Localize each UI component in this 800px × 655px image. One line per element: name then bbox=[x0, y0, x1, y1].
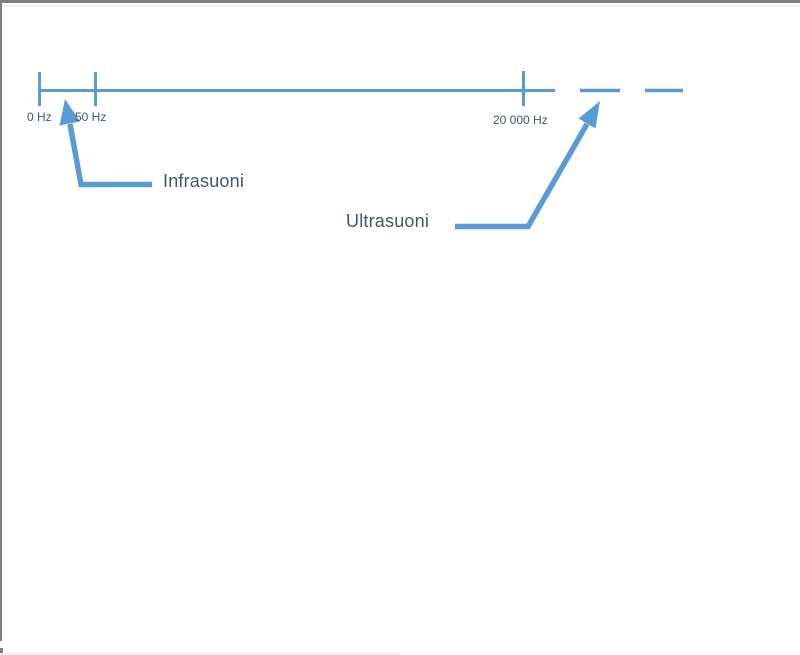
ultrasound-label: Ultrasuoni bbox=[346, 211, 430, 231]
tick-label-50hz: 50 Hz bbox=[75, 110, 107, 124]
canvas-top-hairline bbox=[0, 5, 800, 6]
arrowheads-group bbox=[59, 99, 600, 129]
canvas-bottom-left-border bbox=[0, 648, 3, 655]
tick-label-0hz: 0 Hz bbox=[27, 110, 52, 124]
tick-label-20000hz: 20 000 Hz bbox=[493, 113, 548, 127]
infrasound-label: Infrasuoni bbox=[163, 171, 245, 191]
ultrasound-callout-line bbox=[455, 122, 590, 230]
ultrasound-diagonal-arrow-icon bbox=[578, 101, 600, 129]
frequency-line-group bbox=[38, 71, 683, 230]
infrasound-up-arrow-icon bbox=[59, 99, 80, 126]
infrasound-callout-line bbox=[67, 123, 152, 188]
canvas-top-border bbox=[0, 0, 800, 3]
canvas-bottom-edge bbox=[0, 653, 400, 655]
canvas-left-border bbox=[0, 3, 2, 641]
